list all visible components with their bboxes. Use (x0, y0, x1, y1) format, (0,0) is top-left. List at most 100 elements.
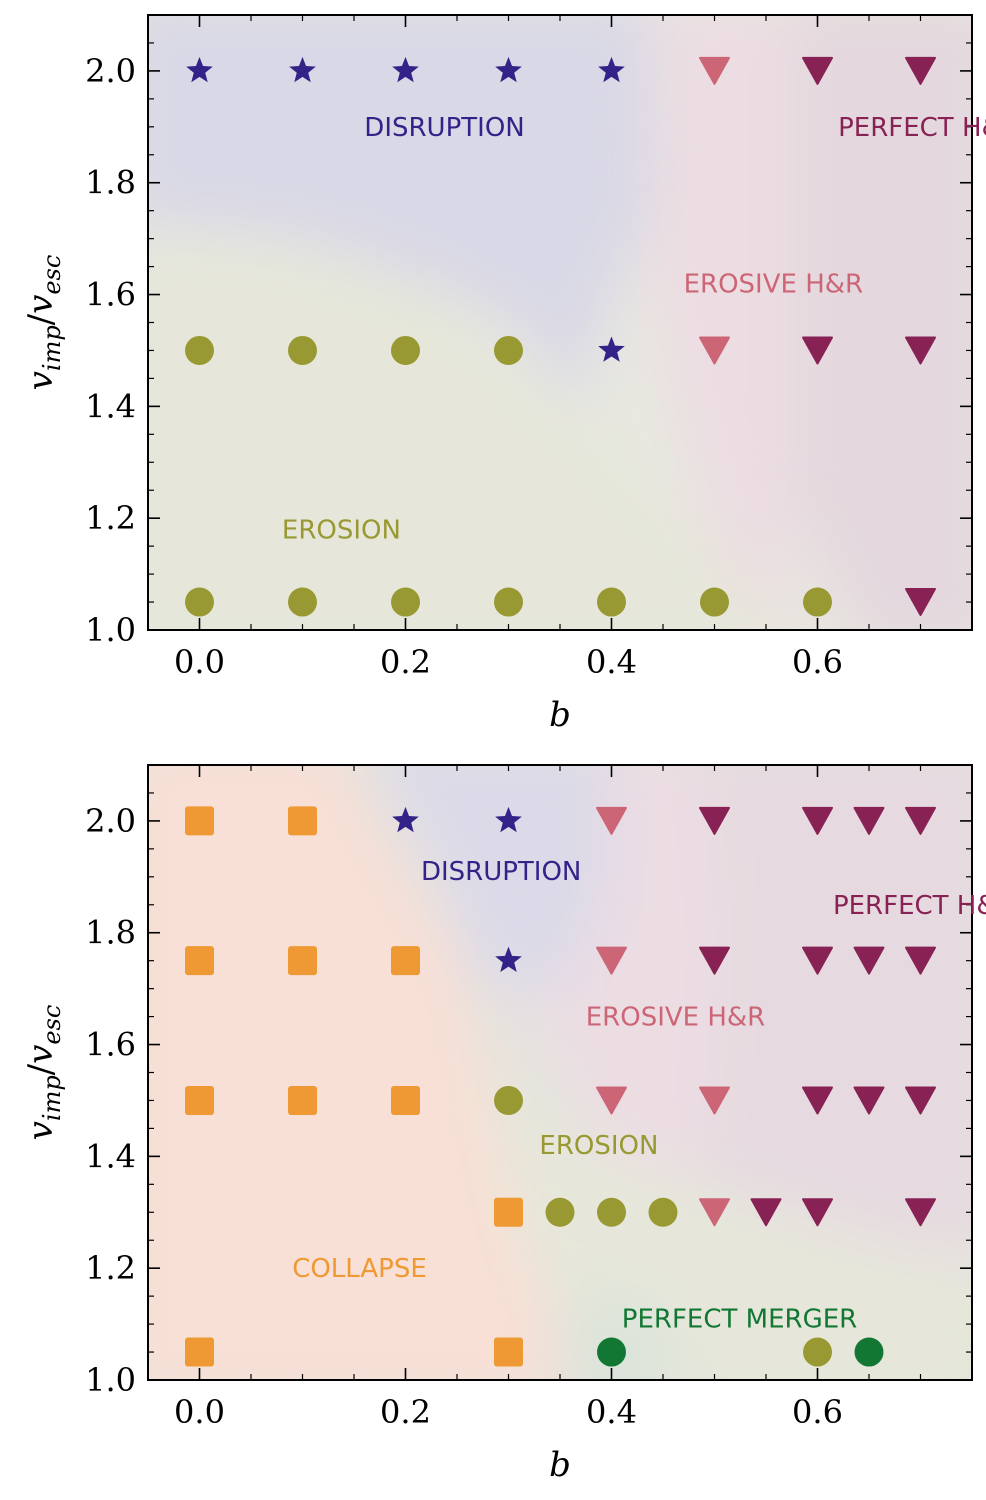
marker-erosive-hr (699, 56, 730, 85)
region-collapse (148, 765, 558, 1380)
marker-perfect-hr (905, 946, 936, 975)
marker-perfect-hr (699, 806, 730, 835)
marker-collapse (288, 1085, 317, 1115)
marker-erosive-hr (596, 946, 627, 975)
region-label-disruption: DISRUPTION (421, 857, 581, 887)
x-tick-label: 0.2 (380, 1393, 431, 1431)
region-labels: DISRUPTION PERFECT H&R EROSIVE H&R EROSION (282, 113, 986, 546)
region-label-perfect-hr: PERFECT H&R (838, 113, 986, 143)
marker-erosion (185, 335, 214, 365)
marker-disruption (495, 806, 522, 833)
marker-erosive-hr (699, 336, 730, 365)
region-label-erosion: EROSION (539, 1131, 658, 1161)
marker-perfect-hr (905, 1086, 936, 1115)
marker-disruption (392, 806, 419, 833)
region-erosion (148, 237, 800, 630)
y-tick-label: 1.2 (85, 499, 136, 537)
y-tick-label: 1.2 (85, 1249, 136, 1287)
marker-perfect-hr (853, 946, 885, 975)
marker-erosive-hr (596, 806, 627, 835)
y-axis-label: vimp/vesc (21, 1005, 66, 1141)
region-label-erosive-hr: EROSIVE H&R (586, 1003, 766, 1033)
marker-erosive-hr (596, 1086, 627, 1115)
marker-erosive-hr (699, 1086, 730, 1115)
marker-collapse (185, 806, 214, 836)
marker-disruption (495, 56, 522, 83)
axes: 0.0 0.2 0.4 0.6 1.0 1.2 1.4 1.6 1.8 2.0 b vimp/vesc (21, 14, 973, 735)
marker-disruption (392, 56, 419, 83)
x-tick-label: 0.6 (792, 1393, 843, 1431)
marker-collapse (288, 806, 317, 836)
marker-perfect-hr (802, 946, 833, 975)
marker-perfect-hr (699, 946, 730, 975)
y-tick-label: 1.4 (85, 387, 136, 425)
region-perfect-hr (700, 765, 972, 1256)
x-axis-label: b (549, 695, 571, 735)
region-label-disruption: DISRUPTION (364, 113, 524, 143)
marker-perfect-hr (802, 56, 833, 85)
axes: 0.0 0.2 0.4 0.6 1.0 1.2 1.4 1.6 1.8 2.0 b vimp/vesc (21, 764, 973, 1485)
marker-erosion (288, 587, 317, 617)
data-points (185, 56, 936, 617)
x-tick-label: 0.2 (380, 643, 431, 681)
marker-erosion (288, 335, 317, 365)
y-tick-label: 2.0 (85, 802, 136, 840)
region-label-erosive-hr: EROSIVE H&R (684, 269, 864, 299)
marker-erosion (803, 587, 832, 617)
marker-erosion (494, 1085, 523, 1115)
marker-disruption (598, 56, 625, 83)
region-perfect-merger (570, 1300, 676, 1380)
region-labels: DISRUPTION PERFECT H&R EROSIVE H&R EROSION C… (292, 857, 986, 1334)
y-tick-label: 1.6 (85, 1026, 136, 1064)
marker-erosion (700, 587, 729, 617)
region-perfect-hr (790, 15, 972, 630)
marker-collapse (288, 946, 317, 976)
marker-erosion (391, 335, 420, 365)
x-tick-label: 0.4 (586, 643, 637, 681)
background-regions (148, 15, 972, 630)
marker-erosion (597, 1197, 626, 1227)
marker-disruption (598, 336, 625, 362)
y-tick-label: 1.6 (85, 276, 136, 314)
marker-erosive-hr (699, 1198, 730, 1227)
marker-collapse (185, 946, 214, 976)
region-erosive-hr (520, 765, 720, 1180)
region-label-erosion: EROSION (282, 515, 401, 545)
marker-perfect-hr (802, 1086, 833, 1115)
marker-perfect-merger (854, 1337, 884, 1367)
marker-erosion (648, 1197, 678, 1227)
region-label-perfect-merger: PERFECT MERGER (622, 1305, 857, 1335)
marker-disruption (289, 56, 316, 83)
marker-perfect-hr (905, 806, 936, 835)
marker-perfect-hr (750, 1198, 782, 1227)
marker-erosion (494, 335, 523, 365)
marker-collapse (391, 946, 420, 976)
panel-top: 0.0 0.2 0.4 0.6 1.0 1.2 1.4 1.6 1.8 2.0 b vimp/vesc… (21, 14, 986, 735)
marker-disruption (495, 946, 522, 973)
marker-collapse (391, 1085, 420, 1115)
x-tick-label: 0.0 (174, 643, 225, 681)
marker-perfect-hr (905, 336, 936, 365)
marker-perfect-merger (597, 1337, 626, 1367)
marker-erosion (494, 587, 523, 617)
marker-collapse (494, 1197, 523, 1227)
y-tick-label: 1.0 (85, 611, 136, 649)
marker-perfect-hr (802, 806, 833, 835)
marker-perfect-hr (905, 1198, 936, 1227)
region-disruption (148, 15, 650, 410)
region-disruption (374, 765, 610, 990)
region-label-perfect-hr: PERFECT H&R (833, 891, 986, 921)
y-tick-label: 1.0 (85, 1361, 136, 1399)
marker-perfect-hr (802, 336, 833, 365)
x-axis-label: b (549, 1445, 571, 1485)
x-tick-label: 0.0 (174, 1393, 225, 1431)
background-regions (148, 765, 972, 1380)
data-points (185, 806, 936, 1367)
y-tick-label: 1.8 (85, 914, 136, 952)
marker-collapse (185, 1085, 214, 1115)
region-erosive-hr (650, 15, 790, 630)
marker-perfect-hr (905, 588, 936, 617)
marker-disruption (186, 56, 213, 83)
marker-perfect-hr (905, 56, 936, 85)
